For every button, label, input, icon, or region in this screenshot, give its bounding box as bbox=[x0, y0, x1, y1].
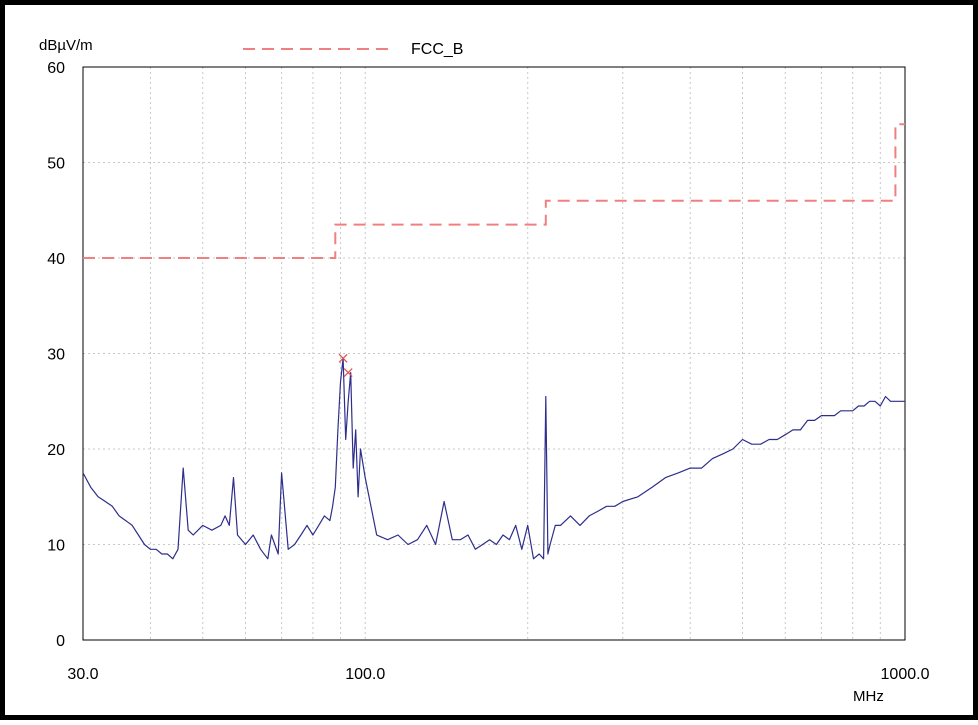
y-tick-label: 10 bbox=[47, 538, 65, 555]
x-tick-label: 100.0 bbox=[345, 666, 385, 683]
peak-marker bbox=[338, 353, 348, 363]
plot-area bbox=[82, 66, 906, 641]
grid bbox=[83, 67, 905, 640]
x-axis-label: MHz bbox=[853, 688, 884, 705]
measurement-trace bbox=[82, 357, 905, 560]
series-layer bbox=[82, 123, 905, 560]
peak-marker-stroke bbox=[338, 353, 348, 363]
limit-line-fcc-b bbox=[83, 123, 905, 259]
marker-layer bbox=[338, 353, 353, 378]
y-tick-label: 30 bbox=[47, 347, 65, 364]
legend: FCC_B bbox=[243, 41, 463, 58]
y-tick-label: 0 bbox=[56, 633, 65, 650]
y-axis-label: dBµV/m bbox=[39, 37, 93, 54]
y-tick-label: 20 bbox=[47, 442, 65, 459]
x-tick-label: 1000.0 bbox=[881, 666, 930, 683]
peak-marker-stroke bbox=[343, 368, 353, 378]
x-tick-label: 30.0 bbox=[67, 666, 98, 683]
y-tick-label: 60 bbox=[47, 60, 65, 77]
y-tick-label: 50 bbox=[47, 156, 65, 173]
legend-label-fcc-b: FCC_B bbox=[411, 41, 463, 58]
y-tick-label: 40 bbox=[47, 251, 65, 268]
tick-labels: 0 10 20 30 40 50 60 30.0 100.0 1000.0 bbox=[47, 60, 929, 683]
peak-marker bbox=[343, 368, 353, 378]
